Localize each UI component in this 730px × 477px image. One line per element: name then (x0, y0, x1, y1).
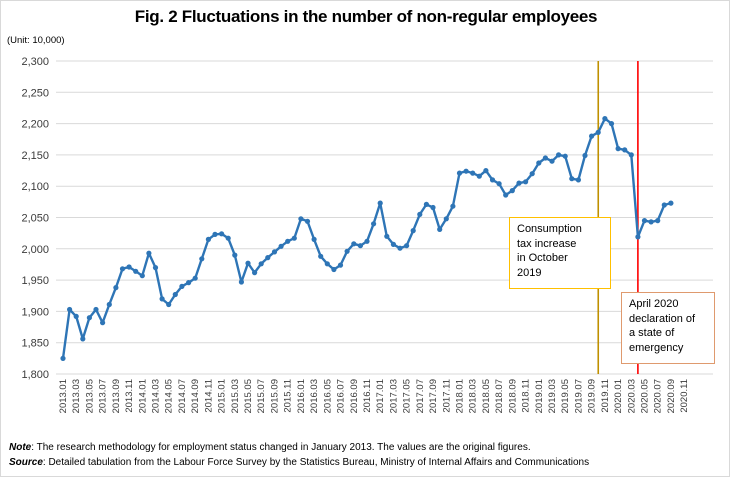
svg-text:2015.11: 2015.11 (283, 379, 294, 413)
y-tick-labels: 1,800 1,850 1,900 1,950 2,000 2,050 2,100 2,150… (21, 56, 49, 381)
svg-text:2017.09: 2017.09 (428, 379, 439, 413)
svg-text:2018.03: 2018.03 (468, 379, 479, 413)
annotation-line: Consumption (517, 223, 582, 235)
svg-text:2,050: 2,050 (21, 213, 49, 225)
svg-text:2016.03: 2016.03 (309, 379, 320, 413)
svg-text:1,800: 1,800 (21, 369, 49, 381)
svg-text:2014.07: 2014.07 (177, 379, 188, 413)
svg-text:2018.01: 2018.01 (454, 379, 465, 413)
annotation-line: 2019 (517, 266, 542, 279)
svg-text:2015.01: 2015.01 (217, 379, 228, 413)
annotation-state-of-emergency: April 2020 declaration of a state of eme… (621, 292, 715, 364)
svg-text:2,250: 2,250 (21, 87, 49, 99)
svg-text:2018.11: 2018.11 (521, 379, 532, 413)
annotation-line: a state of (629, 327, 675, 340)
svg-text:2020.03: 2020.03 (626, 379, 637, 413)
annotation-line: declaration of (629, 312, 696, 325)
annotation-line: April 2020 (629, 298, 679, 310)
svg-text:2019.07: 2019.07 (573, 379, 584, 413)
svg-text:2014.05: 2014.05 (164, 379, 175, 413)
svg-text:2017.07: 2017.07 (415, 379, 426, 413)
svg-text:2014.01: 2014.01 (137, 379, 148, 413)
svg-text:2013.07: 2013.07 (98, 379, 109, 413)
svg-text:2015.09: 2015.09 (269, 379, 280, 413)
svg-text:2019.09: 2019.09 (587, 379, 598, 413)
svg-text:2020.11: 2020.11 (679, 379, 690, 413)
annotation-line: emergency (629, 341, 684, 354)
note-line: Note: The research methodology for emplo… (9, 441, 725, 456)
svg-text:2014.11: 2014.11 (203, 379, 214, 413)
chart-title: Fig. 2 Fluctuations in the number of non… (134, 7, 598, 26)
svg-text:2013.01: 2013.01 (58, 379, 69, 413)
svg-text:2015.07: 2015.07 (256, 379, 267, 413)
svg-text:1,950: 1,950 (21, 275, 49, 287)
svg-text:2016.11: 2016.11 (362, 379, 373, 413)
svg-text:1,900: 1,900 (21, 306, 49, 318)
svg-text:2017.01: 2017.01 (375, 379, 386, 413)
svg-text:2019.01: 2019.01 (534, 379, 545, 413)
svg-text:2015.03: 2015.03 (230, 379, 241, 413)
source-text: : Detailed tabulation from the Labour Fo… (42, 456, 590, 468)
svg-text:2018.07: 2018.07 (494, 379, 505, 413)
x-tick-labels: 2013.01 2013.03 2013.05 2013.07 2013.09 2013.… (58, 379, 690, 413)
svg-text:1,850: 1,850 (21, 338, 49, 350)
svg-text:2017.05: 2017.05 (402, 379, 413, 413)
annotation-consumption-tax: Consumption tax increase in October 2019 (509, 217, 611, 289)
svg-text:2014.03: 2014.03 (151, 379, 162, 413)
svg-text:2019.03: 2019.03 (547, 379, 558, 413)
svg-text:2018.05: 2018.05 (481, 379, 492, 413)
svg-text:2013.09: 2013.09 (111, 379, 122, 413)
svg-text:2014.09: 2014.09 (190, 379, 201, 413)
svg-text:2020.05: 2020.05 (640, 379, 651, 413)
svg-text:2016.07: 2016.07 (336, 379, 347, 413)
source-line: Source: Detailed tabulation from the Lab… (9, 456, 725, 471)
svg-text:2016.05: 2016.05 (322, 379, 333, 413)
unit-label: (Unit: 10,000) (7, 35, 65, 46)
note-label: Note (9, 442, 32, 453)
annotation-line: in October (517, 252, 568, 265)
svg-text:2018.09: 2018.09 (507, 379, 518, 413)
source-label: Source (9, 456, 43, 468)
y-gridlines (56, 60, 713, 375)
svg-text:2020.07: 2020.07 (653, 379, 664, 413)
svg-text:2,200: 2,200 (21, 119, 49, 131)
svg-text:2,300: 2,300 (21, 56, 49, 68)
svg-text:2017.03: 2017.03 (388, 379, 399, 413)
svg-text:2016.01: 2016.01 (296, 379, 307, 413)
svg-text:2013.11: 2013.11 (124, 379, 135, 413)
svg-text:2015.05: 2015.05 (243, 379, 254, 413)
svg-text:2,000: 2,000 (21, 244, 49, 256)
svg-text:2019.05: 2019.05 (560, 379, 571, 413)
annotation-line: tax increase (517, 237, 577, 250)
svg-text:2,150: 2,150 (21, 150, 49, 162)
svg-text:2016.09: 2016.09 (349, 379, 360, 413)
svg-text:2019.11: 2019.11 (600, 379, 611, 413)
svg-text:2020.09: 2020.09 (666, 379, 677, 413)
svg-text:2013.03: 2013.03 (71, 379, 82, 413)
note-text: : The research methodology for employmen… (31, 442, 531, 453)
svg-text:2017.11: 2017.11 (441, 379, 452, 413)
svg-text:2,100: 2,100 (21, 181, 49, 193)
footnotes: Note: The research methodology for emplo… (9, 441, 725, 470)
data-point-markers (60, 116, 674, 361)
svg-text:2020.01: 2020.01 (613, 379, 624, 413)
svg-text:2013.05: 2013.05 (84, 379, 95, 413)
